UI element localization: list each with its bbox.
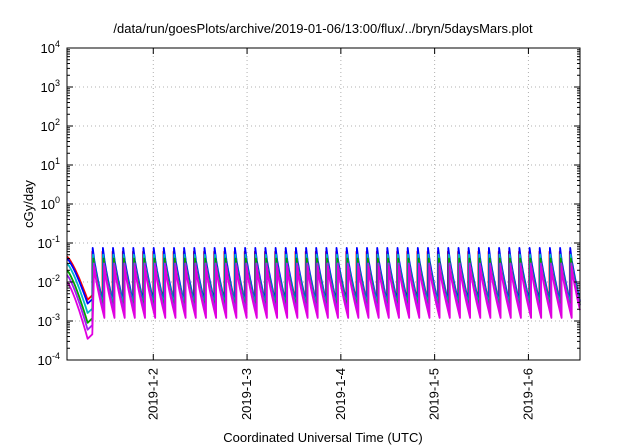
- y-tick-label: 10-4: [38, 351, 60, 368]
- grid-lines: [67, 48, 580, 360]
- x-axis-label: Coordinated Universal Time (UTC): [223, 430, 422, 445]
- y-tick-label: 100: [41, 195, 60, 212]
- data-series: [66, 247, 581, 340]
- x-tick-label: 2019-1-3: [239, 368, 254, 420]
- y-axis: 10-4 10-3 10-2 10-1 100 101 102 103 104: [38, 39, 580, 368]
- x-tick-label: 2019-1-6: [520, 368, 535, 420]
- x-axis: 2019-1-2 2019-1-3 2019-1-4 2019-1-5 2019-1-6: [145, 48, 535, 420]
- y-axis-label: cGy/day: [21, 180, 36, 228]
- y-tick-label: 10-3: [38, 312, 60, 329]
- y-tick-label: 10-1: [38, 234, 60, 251]
- x-tick-label: 2019-1-4: [333, 368, 348, 420]
- series-line: [66, 265, 581, 340]
- y-tick-label: 10-2: [38, 273, 60, 290]
- y-tick-label: 102: [41, 117, 60, 134]
- y-tick-label: 103: [41, 78, 60, 95]
- chart-title: /data/run/goesPlots/archive/2019-01-06/1…: [113, 21, 533, 36]
- x-tick-label: 2019-1-5: [427, 368, 442, 420]
- y-tick-label: 104: [41, 39, 60, 56]
- y-tick-label: 101: [41, 156, 60, 173]
- x-tick-label: 2019-1-2: [145, 368, 160, 420]
